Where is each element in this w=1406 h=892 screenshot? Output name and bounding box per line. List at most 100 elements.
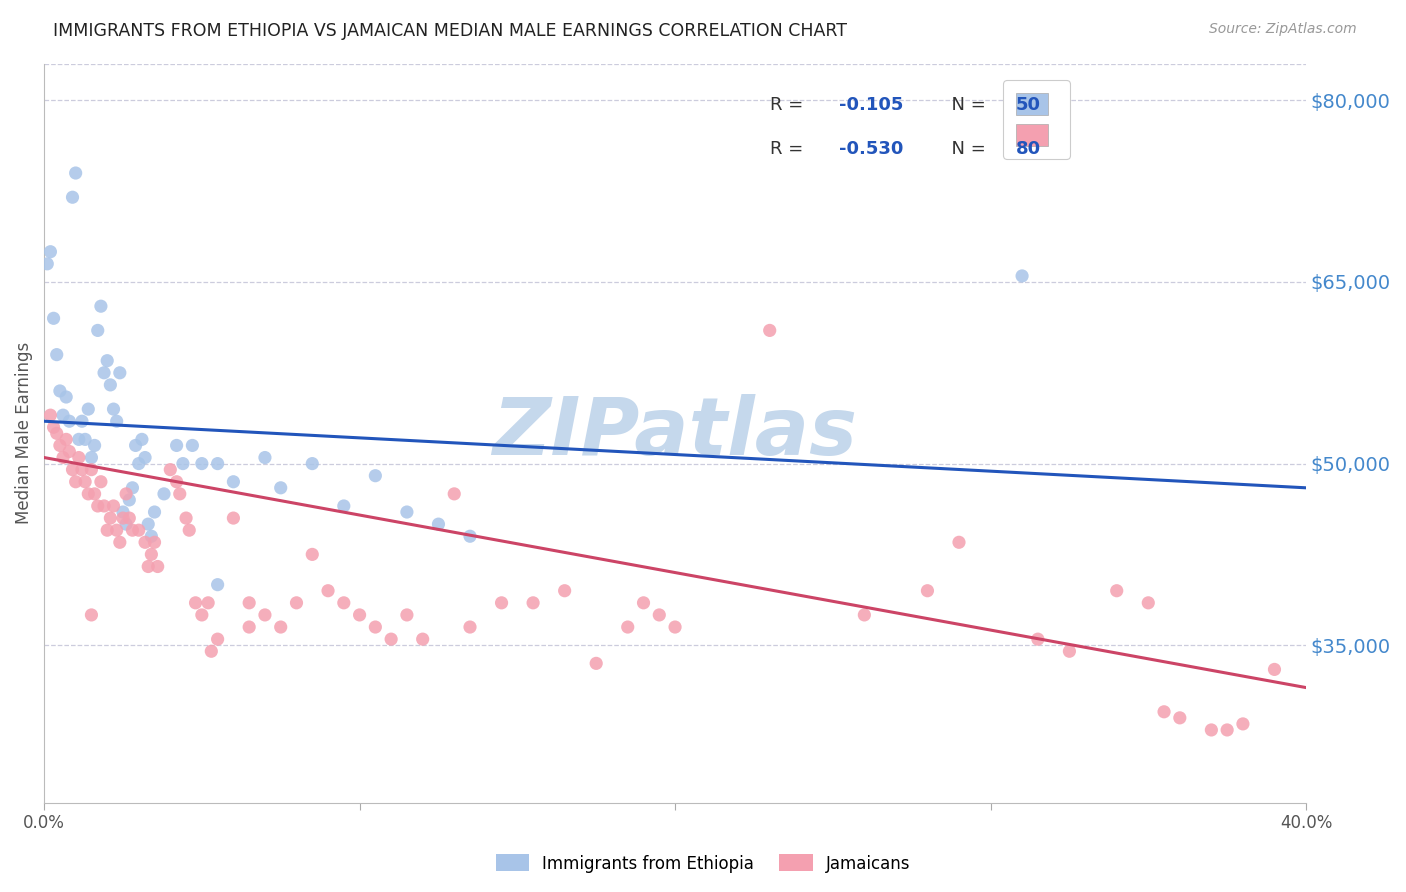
Point	[207, 457, 229, 471]
Point	[159, 463, 181, 477]
Point	[87, 323, 110, 337]
Point	[67, 450, 90, 465]
Text: R =: R =	[769, 140, 808, 158]
Point	[39, 244, 62, 259]
Point	[93, 366, 115, 380]
Point	[128, 523, 150, 537]
Point	[427, 517, 450, 532]
Point	[49, 384, 72, 398]
Point	[301, 457, 323, 471]
Point	[222, 511, 245, 525]
Point	[115, 517, 138, 532]
Point	[853, 607, 876, 622]
Point	[118, 511, 141, 525]
Point	[55, 433, 77, 447]
Point	[67, 433, 90, 447]
Point	[1168, 711, 1191, 725]
Point	[80, 463, 103, 477]
Legend: , : ,	[1002, 80, 1070, 159]
Point	[93, 499, 115, 513]
Point	[184, 596, 207, 610]
Point	[131, 433, 153, 447]
Point	[238, 596, 260, 610]
Point	[96, 353, 118, 368]
Point	[174, 511, 197, 525]
Point	[49, 438, 72, 452]
Point	[1026, 632, 1049, 647]
Point	[169, 487, 191, 501]
Point	[87, 499, 110, 513]
Point	[111, 511, 134, 525]
Point	[80, 450, 103, 465]
Point	[90, 299, 112, 313]
Point	[134, 450, 156, 465]
Text: N =: N =	[941, 140, 991, 158]
Point	[1201, 723, 1223, 737]
Point	[172, 457, 194, 471]
Point	[1263, 662, 1285, 676]
Point	[917, 583, 939, 598]
Point	[181, 438, 204, 452]
Point	[253, 607, 276, 622]
Point	[108, 535, 131, 549]
Point	[80, 607, 103, 622]
Point	[118, 492, 141, 507]
Point	[75, 433, 97, 447]
Point	[207, 632, 229, 647]
Point	[166, 438, 188, 452]
Point	[153, 487, 176, 501]
Point	[364, 468, 387, 483]
Point	[52, 450, 75, 465]
Point	[633, 596, 655, 610]
Point	[65, 166, 87, 180]
Point	[146, 559, 169, 574]
Point	[105, 414, 128, 428]
Text: R =: R =	[769, 95, 808, 113]
Text: N =: N =	[941, 95, 991, 113]
Point	[349, 607, 371, 622]
Point	[108, 366, 131, 380]
Point	[491, 596, 513, 610]
Point	[458, 529, 481, 543]
Text: ZIPatlas: ZIPatlas	[492, 394, 858, 473]
Point	[238, 620, 260, 634]
Text: -0.530: -0.530	[839, 140, 904, 158]
Point	[191, 457, 214, 471]
Point	[1232, 717, 1254, 731]
Point	[136, 517, 159, 532]
Point	[70, 414, 93, 428]
Point	[58, 414, 80, 428]
Point	[111, 505, 134, 519]
Point	[616, 620, 638, 634]
Point	[380, 632, 402, 647]
Point	[105, 523, 128, 537]
Point	[1216, 723, 1239, 737]
Point	[253, 450, 276, 465]
Text: Source: ZipAtlas.com: Source: ZipAtlas.com	[1209, 22, 1357, 37]
Point	[62, 190, 84, 204]
Point	[270, 481, 292, 495]
Point	[1059, 644, 1081, 658]
Point	[90, 475, 112, 489]
Point	[191, 607, 214, 622]
Point	[364, 620, 387, 634]
Point	[179, 523, 201, 537]
Point	[77, 402, 100, 417]
Point	[333, 499, 356, 513]
Point	[128, 457, 150, 471]
Point	[458, 620, 481, 634]
Point	[285, 596, 308, 610]
Point	[39, 408, 62, 422]
Point	[52, 408, 75, 422]
Point	[758, 323, 780, 337]
Point	[585, 657, 607, 671]
Point	[45, 348, 67, 362]
Point	[333, 596, 356, 610]
Point	[664, 620, 686, 634]
Point	[1153, 705, 1175, 719]
Point	[83, 487, 105, 501]
Point	[103, 499, 125, 513]
Text: 80: 80	[1015, 140, 1040, 158]
Point	[1105, 583, 1128, 598]
Point	[37, 257, 59, 271]
